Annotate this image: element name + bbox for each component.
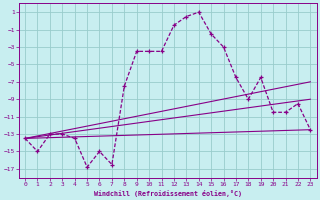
X-axis label: Windchill (Refroidissement éolien,°C): Windchill (Refroidissement éolien,°C): [94, 190, 242, 197]
